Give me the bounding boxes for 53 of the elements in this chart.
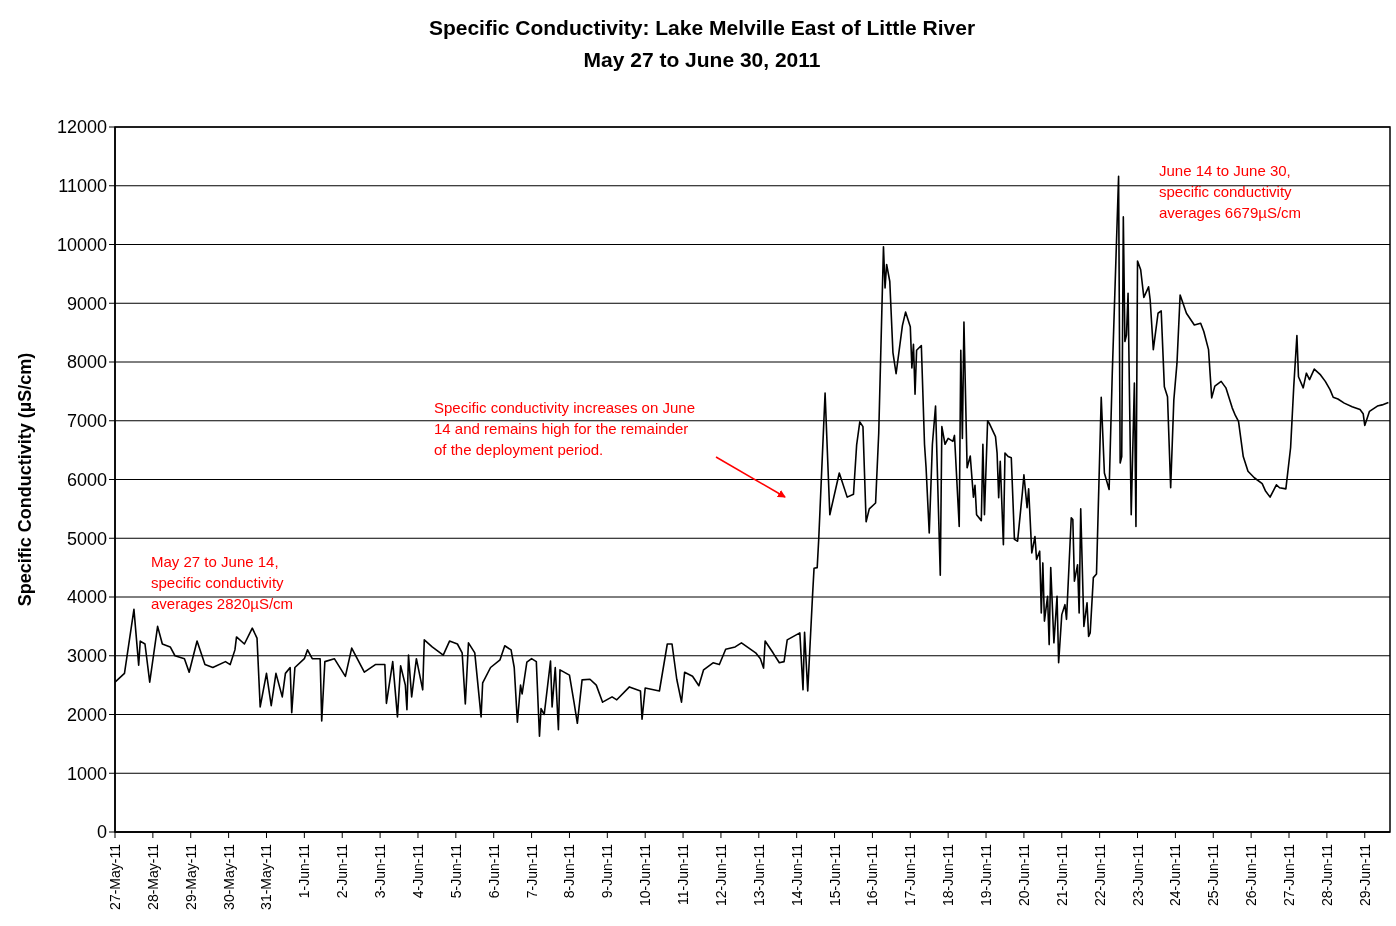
chart-subtitle: May 27 to June 30, 2011: [582, 47, 822, 73]
y-tick-label: 12000: [56, 117, 107, 138]
y-axis-title: Specific Conductivity (µS/cm): [15, 352, 36, 607]
y-tick-label: 5000: [66, 528, 107, 549]
x-tick-label: 5-Jun-11: [447, 843, 464, 899]
x-tick-label: 27-May-11: [107, 843, 123, 910]
y-tick-label: 3000: [66, 646, 107, 667]
x-tick-label: 9-Jun-11: [599, 843, 616, 899]
x-tick-label: 10-Jun-11: [637, 843, 654, 907]
y-tick-label: 7000: [66, 411, 107, 432]
x-tick-label: 23-Jun-11: [1129, 843, 1146, 907]
x-tick-label: 25-Jun-11: [1205, 843, 1222, 907]
x-tick-label: 1-Jun-11: [296, 843, 313, 899]
x-tick-label: 11-Jun-11: [675, 843, 692, 905]
x-tick-label: 6-Jun-11: [485, 843, 502, 899]
y-tick-label: 1000: [66, 763, 107, 784]
y-tick-label: 8000: [66, 352, 107, 373]
x-tick-label: 31-May-11: [258, 843, 275, 910]
x-tick-label: 22-Jun-11: [1091, 843, 1108, 907]
x-tick-label: 13-Jun-11: [750, 843, 767, 907]
x-tick-label: 29-May-11: [182, 843, 199, 910]
y-tick-label: 6000: [66, 469, 107, 490]
x-tick-label: 2-Jun-11: [334, 843, 351, 899]
x-tick-label: 18-Jun-11: [940, 843, 957, 907]
x-tick-label: 16-Jun-11: [864, 843, 881, 907]
y-tick-label: 4000: [66, 587, 107, 608]
x-tick-label: 24-Jun-11: [1167, 843, 1184, 907]
x-tick-label: 21-Jun-11: [1053, 843, 1070, 907]
x-tick-label: 20-Jun-11: [1015, 843, 1032, 907]
x-tick-label: 7-Jun-11: [523, 843, 540, 899]
x-tick-label: 28-Jun-11: [1318, 843, 1335, 907]
annotation: Specific conductivity increases on June 14 and remains high for the remainder of the deployment period.: [434, 398, 696, 460]
x-tick-label: 28-May-11: [144, 843, 161, 910]
y-tick-label: 10000: [56, 234, 107, 255]
x-tick-label: 3-Jun-11: [372, 843, 389, 899]
x-tick-label: 8-Jun-11: [561, 843, 578, 899]
chart-title: Specific Conductivity: Lake Melville East of Little River: [427, 15, 977, 41]
x-tick-label: 12-Jun-11: [712, 843, 729, 907]
x-tick-label: 26-Jun-11: [1243, 843, 1260, 907]
y-tick-label: 9000: [66, 293, 107, 314]
annotation: May 27 to June 14, specific conductivity averages 2820µS/cm: [151, 552, 295, 614]
x-tick-label: 29-Jun-11: [1356, 843, 1373, 907]
x-tick-label: 27-Jun-11: [1281, 843, 1298, 907]
annotation: June 14 to June 30, specific conductivity averages 6679µS/cm: [1159, 161, 1303, 223]
x-tick-label: 19-Jun-11: [978, 843, 995, 907]
y-tick-label: 0: [96, 822, 107, 843]
x-tick-label: 15-Jun-11: [826, 843, 843, 907]
y-tick-label: 11000: [58, 176, 107, 197]
x-tick-label: 17-Jun-11: [902, 843, 919, 907]
x-tick-label: 14-Jun-11: [788, 843, 805, 907]
y-tick-label: 2000: [66, 704, 107, 725]
x-tick-label: 30-May-11: [220, 843, 237, 910]
x-tick-label: 4-Jun-11: [409, 843, 426, 899]
